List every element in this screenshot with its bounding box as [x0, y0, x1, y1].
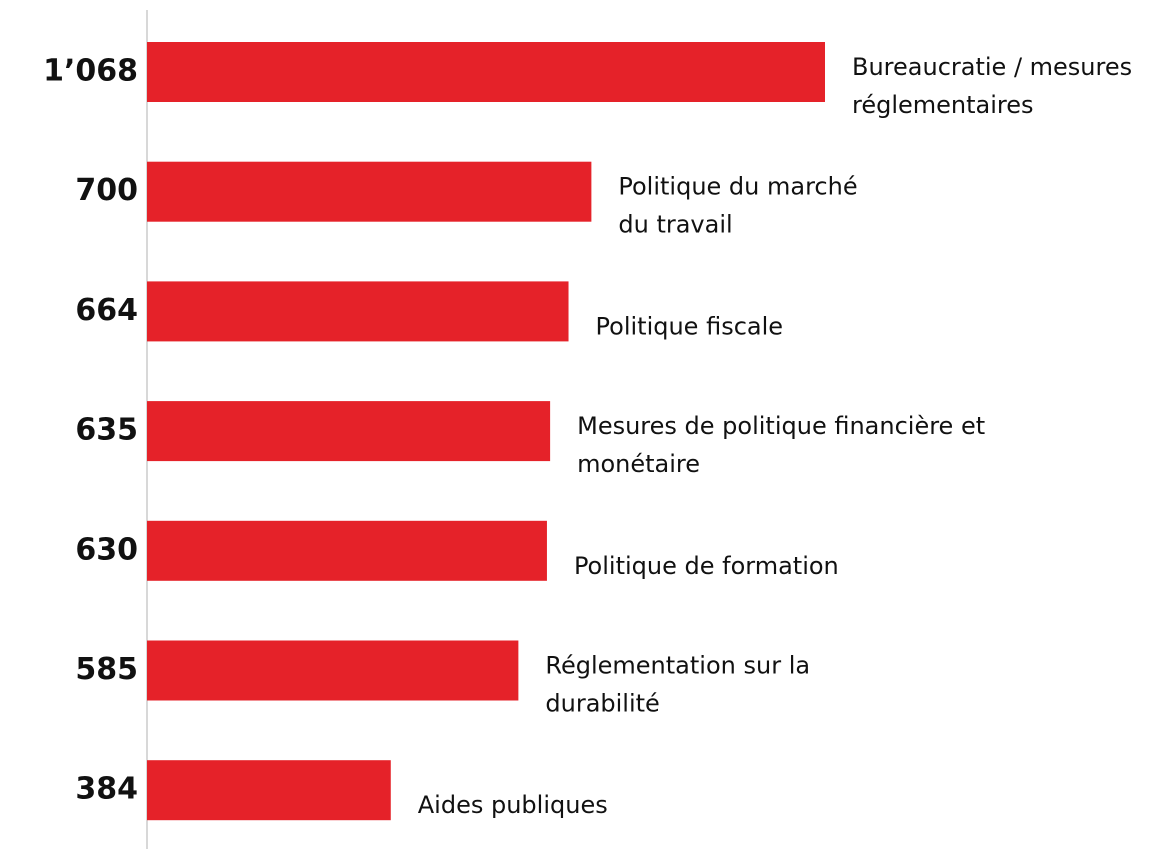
bar [147, 281, 569, 342]
bar [147, 520, 547, 581]
value-label: 700 [75, 173, 138, 208]
bar [147, 161, 592, 222]
category-label: Bureaucratie / mesures réglementaires [852, 53, 1132, 119]
bar [147, 42, 825, 102]
value-label: 384 [75, 772, 138, 807]
category-label: Politique fiscale [596, 312, 784, 340]
category-label: Mesures de politique financière et monéta… [577, 412, 985, 478]
category-label: Politique du marché du travail [618, 173, 857, 239]
bar [147, 640, 519, 701]
category-label: Politique de formation [574, 552, 839, 580]
value-label: 585 [75, 652, 138, 687]
value-label: 635 [75, 413, 138, 448]
category-label: Réglementation sur la durabilité [545, 652, 810, 718]
bar [147, 401, 551, 462]
value-label: 664 [75, 293, 138, 328]
category-label: Aides publiques [418, 791, 608, 819]
value-label: 630 [75, 532, 138, 567]
value-label: 1’068 [43, 54, 138, 89]
bar [147, 760, 391, 821]
